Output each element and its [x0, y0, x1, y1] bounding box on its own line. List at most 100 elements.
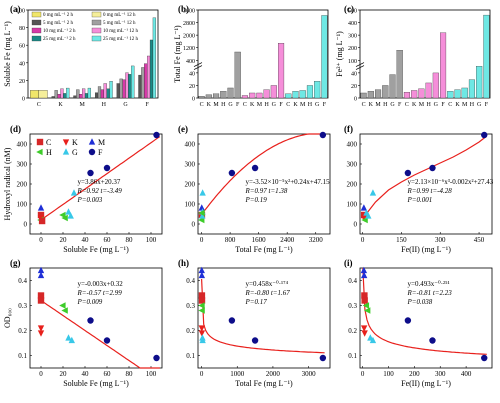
bar	[60, 88, 64, 99]
data-point	[68, 336, 75, 344]
x-tick-label: K	[412, 102, 417, 108]
legend-label: H	[46, 148, 52, 157]
data-point	[67, 212, 74, 219]
data-point	[61, 214, 68, 222]
bar	[483, 14, 490, 99]
x-axis-label: Total Fe (mg L⁻¹)	[235, 245, 293, 254]
bar	[131, 65, 135, 99]
panel-letter-i: (i)	[344, 258, 353, 268]
x-tick-label: F	[398, 102, 402, 108]
axis-break	[193, 62, 203, 67]
plot-frame	[29, 267, 163, 369]
legend-marker	[88, 138, 96, 145]
x-tick-label: 80	[126, 236, 134, 244]
data-point	[361, 297, 368, 304]
y-tick-label: 100	[16, 9, 25, 15]
x-tick-label: M	[419, 102, 425, 108]
data-point	[153, 131, 160, 139]
equation-line: y=-0.003x+0.32	[78, 280, 124, 288]
data-point	[59, 211, 66, 219]
x-tick-label: 300	[435, 236, 446, 244]
data-point	[103, 337, 111, 344]
y-tick-label: 100	[17, 201, 28, 209]
y-tick-label: 2000	[183, 34, 195, 40]
plot-frame	[197, 9, 329, 99]
x-tick-label: 800	[225, 236, 236, 244]
bar	[205, 94, 212, 99]
bar	[382, 85, 389, 99]
bar	[57, 94, 61, 99]
fit-line	[40, 136, 161, 221]
bar	[360, 92, 367, 99]
bar	[227, 87, 234, 99]
bar	[263, 89, 270, 99]
x-tick-label: M	[462, 102, 468, 108]
data-point	[65, 334, 72, 341]
y-tick-label: 0.2	[18, 327, 27, 335]
data-point	[369, 189, 377, 196]
y-tick-label: 0	[354, 221, 358, 229]
y-tick-label: 20	[189, 84, 195, 90]
fit-line	[201, 278, 325, 354]
x-tick-label: 100	[146, 370, 157, 378]
y-tick-label: 0.1	[348, 352, 357, 360]
y-tick-label: 200	[348, 46, 357, 52]
axis-break	[355, 65, 365, 70]
y-tick-label: 0	[22, 97, 25, 103]
x-tick-label: 60	[104, 236, 112, 244]
bar	[447, 91, 454, 99]
y-tick-label: 0	[354, 97, 357, 103]
y-tick-label: 0.4	[348, 277, 357, 285]
data-point	[362, 302, 370, 309]
bar	[97, 86, 102, 99]
bar	[285, 93, 292, 99]
legend-label: 5 mg mL⁻¹ 2 h	[43, 20, 73, 26]
equation-line: P=0.001	[407, 196, 433, 204]
y-tick-label: 100	[185, 201, 196, 209]
legend-swatch	[91, 19, 102, 26]
bar	[82, 88, 86, 99]
y-tick-label: 2800	[183, 21, 195, 27]
bar	[51, 96, 55, 99]
bar-legend: 0 mg mL⁻¹ 2 h 0 mg mL⁻¹ 12 h 5 mg mL⁻¹ 2 h…	[31, 11, 138, 42]
y-tick-label: 300	[17, 161, 28, 169]
data-point	[198, 271, 206, 279]
y-tick-label: 0.3	[18, 302, 27, 310]
fit-line	[40, 300, 160, 369]
data-point	[319, 131, 327, 139]
data-point	[38, 217, 46, 225]
data-point	[360, 271, 368, 279]
bar	[375, 89, 382, 99]
y-tick-label: 200	[185, 181, 196, 189]
bar	[299, 90, 306, 99]
y-tick-label: 0.3	[186, 302, 195, 310]
x-tick-label: 2000	[266, 370, 281, 378]
bar	[292, 91, 299, 99]
x-tick-label: 40	[82, 370, 90, 378]
y-tick-label: 80	[19, 26, 25, 32]
data-point	[198, 266, 205, 274]
scatter-chart-d: 0 20 40 60 80 100 0 100 200 300 400 Soluble Fe (mg …	[3, 131, 163, 254]
bar	[30, 90, 39, 99]
y-tick-label: 100	[348, 59, 357, 65]
legend-label: 25 mg mL⁻¹ 12 h	[103, 36, 138, 42]
data-point	[198, 302, 205, 309]
data-point	[198, 204, 205, 211]
data-point	[363, 307, 371, 314]
x-tick-label: F	[441, 102, 445, 108]
panel-letter-h: (h)	[178, 258, 189, 268]
plot-frame	[359, 9, 491, 99]
y-tick-label: 0	[192, 97, 195, 103]
legend-label: 10 mg mL⁻¹ 2 h	[43, 28, 76, 34]
legend-swatch	[31, 35, 42, 42]
data-point	[481, 354, 488, 362]
bar	[95, 92, 99, 99]
x-tick-label: K	[58, 102, 63, 108]
bar	[122, 79, 126, 99]
x-tick-label: M	[79, 102, 85, 108]
y-tick-label: 200	[17, 181, 28, 189]
bar	[54, 90, 58, 99]
x-tick-label: K	[250, 102, 255, 108]
y-tick-label: 400	[186, 59, 195, 65]
